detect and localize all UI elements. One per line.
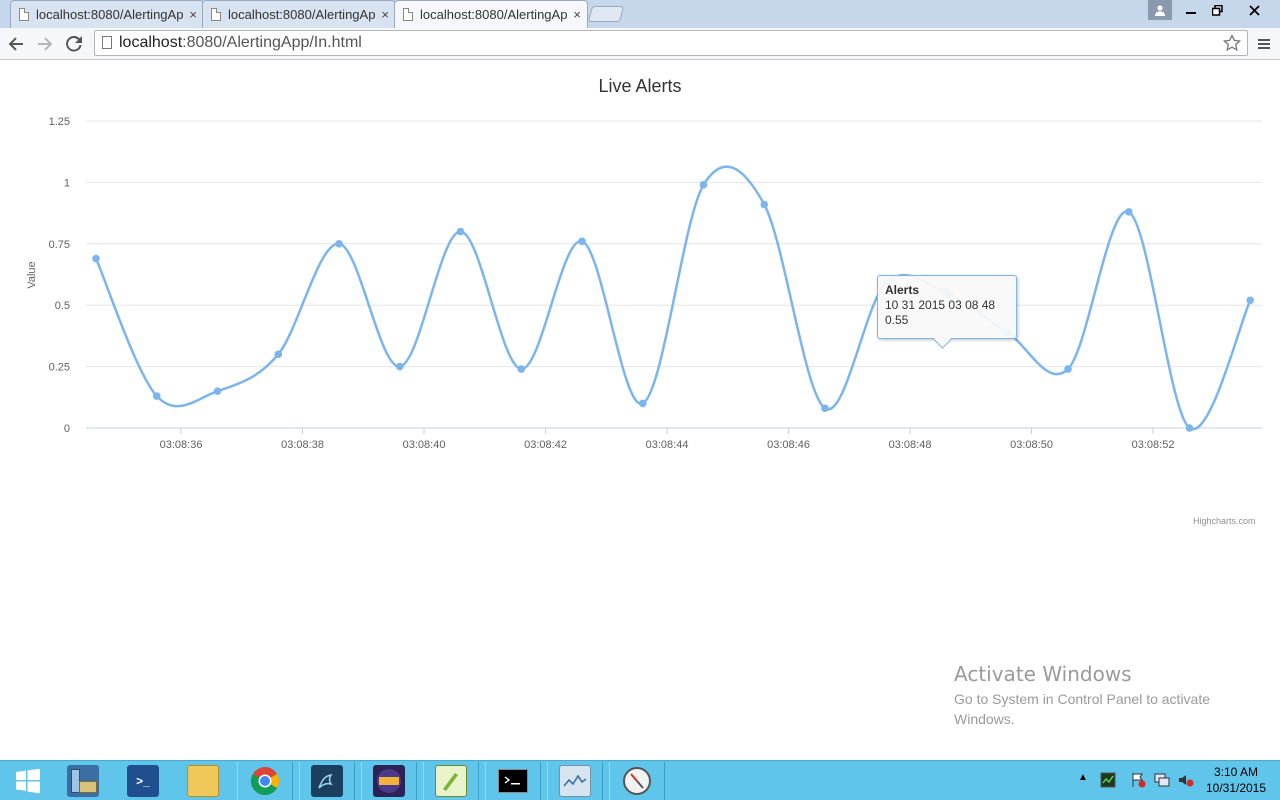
data-point[interactable]: [152, 392, 161, 400]
network-icon[interactable]: [1154, 772, 1170, 788]
profile-icon[interactable]: [1148, 0, 1172, 20]
back-arrow-icon[interactable]: [4, 32, 28, 56]
x-tick-label: 03:08:36: [160, 439, 203, 451]
file-explorer-icon[interactable]: [175, 762, 231, 800]
activate-windows-watermark: Activate Windows Go to System in Control…: [954, 662, 1254, 729]
chart-title: Live Alerts: [598, 76, 681, 96]
address-bar[interactable]: localhost:8080/AlertingApp/In.html: [94, 30, 1248, 56]
data-point[interactable]: [1064, 365, 1072, 373]
new-tab-button[interactable]: [587, 6, 625, 22]
page-icon: [19, 8, 29, 21]
browser-tab-1[interactable]: localhost:8080/AlertingAp ×: [10, 0, 204, 28]
tooltip-value: 0.55: [885, 313, 909, 327]
java-ee-ide-icon[interactable]: [361, 762, 417, 800]
y-tick-label: 1.25: [49, 116, 70, 128]
tooltip-series-name: Alerts: [885, 283, 920, 297]
x-tick-label: 03:08:44: [646, 439, 689, 451]
reload-icon[interactable]: [62, 32, 86, 56]
browser-tab-2[interactable]: localhost:8080/AlertingAp ×: [202, 0, 396, 28]
clock-time: 3:10 AM: [1213, 765, 1259, 779]
x-axis-labels: 03:08:36 03:08:38 03:08:40 03:08:42 03:08:44…: [160, 428, 1175, 451]
page-icon: [403, 8, 413, 21]
command-prompt-icon[interactable]: [485, 762, 541, 800]
restore-icon[interactable]: [1204, 0, 1230, 20]
forward-arrow-icon[interactable]: [33, 32, 57, 56]
y-axis-title: Value: [26, 261, 38, 288]
volume-muted-icon[interactable]: [1178, 772, 1194, 788]
y-axis-labels: 0 0.25 0.5 0.75 1 1.25: [49, 116, 70, 435]
url-path: :8080/AlertingApp/In.html: [182, 34, 362, 51]
close-tab-icon[interactable]: ×: [189, 7, 197, 22]
start-icon[interactable]: [0, 762, 56, 800]
minimize-icon[interactable]: [1178, 0, 1204, 20]
chart-container: Live Alerts Value 0 0.25 0.5 0.75 1 1.25 03:0…: [0, 61, 1280, 526]
browser-tab-3-active[interactable]: localhost:8080/AlertingAp ×: [394, 0, 588, 28]
compass-app-icon[interactable]: [609, 762, 665, 800]
data-point[interactable]: [578, 237, 586, 246]
browser-toolbar: localhost:8080/AlertingApp/In.html: [0, 28, 1280, 60]
live-alerts-chart: Live Alerts Value 0 0.25 0.5 0.75 1 1.25 03:0…: [26, 76, 1262, 451]
windows-taskbar: >_: [0, 760, 1280, 800]
page-icon: [102, 36, 112, 49]
x-tick-label: 03:08:46: [767, 439, 810, 451]
data-point[interactable]: [274, 350, 283, 359]
y-tick-label: 0.25: [49, 362, 70, 374]
grid-lines: [86, 120, 1262, 429]
tab-title: localhost:8080/AlertingAp: [36, 7, 184, 22]
x-tick-label: 03:08:48: [889, 439, 932, 451]
data-point[interactable]: [760, 200, 769, 209]
clock-date: 10/31/2015: [1205, 781, 1267, 795]
server-manager-icon[interactable]: [55, 762, 111, 800]
data-point[interactable]: [456, 227, 465, 236]
data-point[interactable]: [92, 254, 100, 263]
data-point[interactable]: [335, 240, 343, 248]
watermark-title: Activate Windows: [954, 662, 1132, 686]
x-tick-label: 03:08:42: [524, 439, 567, 451]
x-tick-label: 03:08:38: [281, 439, 324, 451]
highcharts-credits-link[interactable]: Highcharts.com: [1193, 516, 1256, 526]
performance-monitor-icon[interactable]: [547, 762, 603, 800]
close-tab-icon[interactable]: ×: [381, 7, 389, 22]
x-tick-label: 03:08:40: [403, 439, 446, 451]
data-point[interactable]: [517, 365, 526, 373]
page-icon: [211, 8, 221, 21]
show-hidden-icons-icon[interactable]: ▲: [1078, 772, 1088, 783]
taskbar-clock[interactable]: 3:10 AM 10/31/2015: [1200, 764, 1272, 796]
series-line-alerts: [94, 165, 1252, 431]
hamburger-menu-icon[interactable]: [1254, 32, 1274, 56]
data-point[interactable]: [821, 404, 829, 413]
y-tick-label: 1: [64, 177, 70, 189]
powershell-icon[interactable]: >_: [115, 762, 171, 800]
data-point[interactable]: [395, 362, 404, 371]
data-point[interactable]: [699, 181, 708, 189]
x-tick-label: 03:08:52: [1132, 439, 1175, 451]
y-tick-label: 0.5: [55, 300, 70, 312]
chart-tooltip: Alerts 10 31 2015 03 08 48 0.55: [877, 275, 1017, 339]
chrome-icon[interactable]: [237, 762, 293, 800]
x-tick-label: 03:08:50: [1010, 439, 1053, 451]
action-center-flag-icon[interactable]: [1130, 772, 1146, 788]
watermark-subtitle: Go to System in Control Panel to activat…: [954, 691, 1211, 727]
y-tick-label: 0.75: [49, 239, 70, 251]
data-point[interactable]: [1185, 424, 1194, 432]
y-tick-label: 0: [64, 423, 70, 435]
data-point[interactable]: [213, 387, 222, 395]
browser-tab-strip: localhost:8080/AlertingAp × localhost:80…: [0, 0, 1280, 28]
data-point[interactable]: [1246, 296, 1255, 305]
close-window-icon[interactable]: [1230, 0, 1278, 20]
data-point[interactable]: [638, 399, 647, 408]
bookmark-star-icon[interactable]: [1222, 31, 1242, 58]
tray-app-icon[interactable]: [1100, 772, 1116, 788]
url-host: localhost: [119, 34, 183, 51]
mysql-workbench-icon[interactable]: [299, 762, 355, 800]
data-point[interactable]: [1124, 208, 1133, 216]
tooltip-date: 10 31 2015 03 08 48: [885, 298, 996, 312]
close-tab-icon[interactable]: ×: [573, 7, 581, 22]
tab-title: localhost:8080/AlertingAp: [420, 7, 568, 22]
notepad-plus-plus-icon[interactable]: [423, 762, 479, 800]
tab-title: localhost:8080/AlertingAp: [228, 7, 376, 22]
